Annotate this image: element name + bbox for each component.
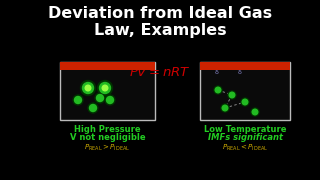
Circle shape (229, 92, 235, 98)
Text: $\it{PV = nRT}$: $\it{PV = nRT}$ (129, 66, 191, 78)
Circle shape (88, 103, 98, 113)
Circle shape (221, 104, 229, 112)
Circle shape (83, 82, 93, 93)
Circle shape (252, 109, 258, 115)
Circle shape (95, 93, 105, 103)
Circle shape (215, 87, 221, 93)
Text: $\it{P}$$_{\rm{REAL}}$$ < $$\it{P}$$_{\rm{IDEAL}}$: $\it{P}$$_{\rm{REAL}}$$ < $$\it{P}$$_{\r… (222, 143, 268, 153)
Circle shape (102, 85, 108, 91)
Circle shape (222, 105, 228, 111)
Circle shape (242, 99, 248, 105)
Text: IMFs significant: IMFs significant (207, 134, 283, 143)
Text: $\it{P}$$_{\rm{REAL}}$$ > $$\it{P}$$_{\rm{IDEAL}}$: $\it{P}$$_{\rm{REAL}}$$ > $$\it{P}$$_{\r… (84, 143, 131, 153)
Text: δ: δ (215, 69, 219, 75)
Circle shape (97, 94, 103, 102)
Circle shape (105, 95, 115, 105)
Bar (60, 62, 155, 70)
Text: High Pressure: High Pressure (74, 125, 141, 134)
Bar (200, 62, 290, 120)
Circle shape (75, 96, 82, 103)
Circle shape (241, 98, 249, 106)
Circle shape (100, 82, 110, 93)
Circle shape (214, 86, 222, 94)
Text: V not negligible: V not negligible (70, 134, 145, 143)
Text: δ: δ (238, 69, 242, 75)
Circle shape (85, 85, 91, 91)
Circle shape (81, 80, 95, 96)
Circle shape (73, 95, 83, 105)
Circle shape (107, 96, 114, 103)
Circle shape (98, 80, 113, 96)
Text: Low Temperature: Low Temperature (204, 125, 286, 134)
Text: Deviation from Ideal Gas: Deviation from Ideal Gas (48, 6, 272, 21)
Bar (200, 62, 290, 70)
Circle shape (228, 91, 236, 99)
Circle shape (251, 108, 259, 116)
Text: Law, Examples: Law, Examples (94, 22, 226, 37)
Circle shape (90, 105, 97, 111)
Bar (60, 62, 155, 120)
